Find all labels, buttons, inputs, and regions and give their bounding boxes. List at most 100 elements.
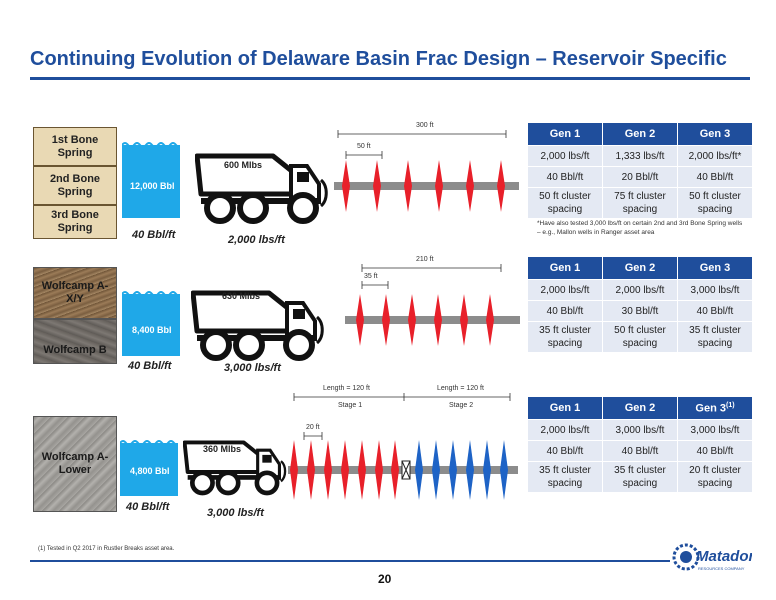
stage-length-arrows (293, 393, 511, 401)
gen-2-header: Gen 2 (602, 256, 678, 280)
cluster-spacing-arrow-3 (303, 432, 323, 440)
bridge-plug-mark (401, 460, 411, 480)
wellbore-pipe (345, 316, 520, 324)
proppant-rate-3: 3,000 lbs/ft (207, 507, 264, 519)
frac-cluster (415, 440, 423, 500)
gen-table-2: Gen 1 Gen 2 Gen 3 2,000 lbs/ft 2,000 lbs… (527, 256, 753, 353)
cluster-spacing-label-3: 20 ft (306, 424, 320, 431)
table-cell: 2,000 lbs/ft (527, 145, 603, 167)
gen-table-1: Gen 1 Gen 2 Gen 3 2,000 lbs/ft 1,333 lbs… (527, 122, 753, 219)
gen-3-header: Gen 3 (677, 256, 753, 280)
table-cell: 3,000 lbs/ft (677, 419, 753, 441)
layer-2nd-bone-spring: 2nd Bone Spring (33, 166, 117, 205)
footer-divider (30, 560, 670, 562)
frac-cluster (391, 440, 399, 500)
fluid-rate-1: 40 Bbl/ft (132, 229, 176, 241)
table-cell: 2,000 lbs/ft* (677, 145, 753, 167)
frac-cluster (404, 160, 412, 212)
frac-cluster (375, 440, 383, 500)
footnote: (1) Tested in Q2 2017 in Rustler Breaks … (38, 546, 175, 552)
frac-cluster (307, 440, 315, 500)
gen-1-header: Gen 1 (527, 122, 603, 146)
dump-truck-icon (183, 440, 287, 496)
water-tank-3 (120, 440, 178, 496)
water-wave-icon (120, 440, 178, 446)
frac-cluster (382, 294, 390, 346)
page-number: 20 (378, 572, 392, 586)
frac-cluster (324, 440, 332, 500)
layer-wolfcamp-a-xy: Wolfcamp A-X/Y (33, 267, 117, 319)
frac-cluster (408, 294, 416, 346)
water-wave-icon (122, 142, 180, 148)
gen-3-header-label: Gen 3 (695, 402, 726, 415)
frac-cluster (449, 440, 457, 500)
table-cell: 40 Bbl/ft (602, 440, 678, 462)
frac-cluster (290, 440, 298, 500)
dump-truck-icon (191, 290, 324, 361)
gen-2-header: Gen 2 (602, 122, 678, 146)
table-note-1: *Have also tested 3,000 lbs/ft on certai… (537, 220, 743, 236)
fluid-rate-3: 40 Bbl/ft (126, 501, 170, 513)
table-cell: 1,333 lbs/ft (602, 145, 678, 167)
title-divider (30, 77, 750, 80)
table-cell: 50 ft cluster spacing (677, 187, 753, 219)
truck-load-1: 600 Mlbs (224, 160, 263, 170)
cluster-spacing-arrow-2 (361, 281, 389, 289)
frac-cluster (466, 160, 474, 212)
table-cell: 2,000 lbs/ft (527, 279, 603, 301)
table-cell: 2,000 lbs/ft (602, 279, 678, 301)
cluster-spacing-arrow-1 (345, 151, 383, 159)
gen-2-header: Gen 2 (602, 396, 678, 420)
frac-cluster (460, 294, 468, 346)
total-length-arrow-1 (337, 130, 507, 138)
frac-cluster (483, 440, 491, 500)
frac-cluster (434, 294, 442, 346)
matador-logo: Matador RESOURCES COMPANY (672, 543, 752, 571)
table-cell: 35 ft cluster spacing (677, 321, 753, 353)
stage2-length-label: Length = 120 ft (437, 385, 484, 392)
table-cell: 3,000 lbs/ft (602, 419, 678, 441)
cluster-spacing-label-2: 35 ft (364, 273, 378, 280)
table-cell: 40 Bbl/ft (677, 300, 753, 322)
total-length-label-1: 300 ft (416, 122, 434, 129)
water-tank-1 (122, 142, 180, 218)
fluid-rate-2: 40 Bbl/ft (128, 360, 172, 372)
gen-3-header: Gen 3(1) (677, 396, 753, 420)
frac-cluster (341, 440, 349, 500)
table-cell: 40 Bbl/ft (677, 166, 753, 188)
frac-cluster (486, 294, 494, 346)
layer-wolfcamp-b: Wolfcamp B (33, 319, 117, 364)
wellbore-diagram-3 (288, 440, 518, 500)
truck-load-2: 630 Mlbs (222, 291, 261, 301)
logo-subtext: RESOURCES COMPANY (698, 566, 745, 571)
frac-cluster (466, 440, 474, 500)
table-cell: 20 ft cluster spacing (677, 461, 753, 493)
water-wave-icon (122, 291, 180, 297)
frac-cluster (435, 160, 443, 212)
water-tank-2 (122, 291, 180, 356)
water-volume-2: 8,400 Bbl (132, 325, 172, 335)
proppant-rate-1: 2,000 lbs/ft (228, 234, 285, 246)
gen-table-3: Gen 1 Gen 2 Gen 3(1) 2,000 lbs/ft 3,000 … (527, 396, 753, 493)
dump-truck-icon (195, 153, 328, 224)
frac-cluster (497, 160, 505, 212)
gen-3-header: Gen 3 (677, 122, 753, 146)
table-cell: 3,000 lbs/ft (677, 279, 753, 301)
table-cell: 35 ft cluster spacing (602, 461, 678, 493)
gen-1-header: Gen 1 (527, 256, 603, 280)
frac-cluster (373, 160, 381, 212)
page-title: Continuing Evolution of Delaware Basin F… (30, 48, 727, 70)
stage2-label: Stage 2 (449, 402, 474, 409)
logo-text: Matador (696, 548, 752, 565)
gen-1-header: Gen 1 (527, 396, 603, 420)
table-cell: 40 Bbl/ft (527, 166, 603, 188)
table-cell: 50 ft cluster spacing (602, 321, 678, 353)
frac-cluster (342, 160, 350, 212)
table-cell: 2,000 lbs/ft (527, 419, 603, 441)
cluster-spacing-label-1: 50 ft (357, 143, 371, 150)
table-cell: 40 Bbl/ft (527, 300, 603, 322)
layer-wolfcamp-a-lower: Wolfcamp A-Lower (33, 416, 117, 512)
table-cell: 50 ft cluster spacing (527, 187, 603, 219)
stage1-label: Stage 1 (338, 402, 363, 409)
total-length-arrow-2 (361, 264, 502, 272)
